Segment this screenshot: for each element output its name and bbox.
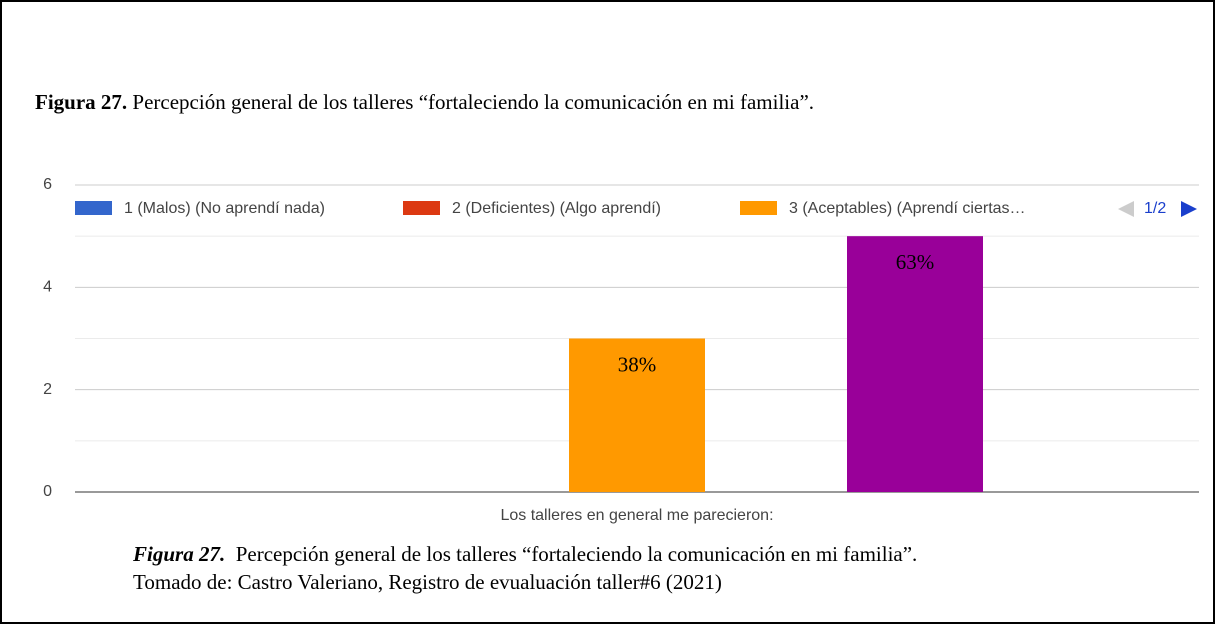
- legend-swatch: [740, 201, 777, 215]
- bar: [847, 236, 983, 492]
- caption-label: Figura 27.: [133, 542, 226, 566]
- figure-heading: Figura 27. Percepción general de los tal…: [35, 90, 814, 115]
- caption-source: Tomado de: Castro Valeriano, Registro de…: [133, 570, 722, 594]
- legend-swatch: [403, 201, 440, 215]
- caption-line: Figura 27. Percepción general de los tal…: [133, 542, 917, 567]
- legend-label: 1 (Malos) (No aprendí nada): [124, 200, 325, 217]
- legend-label: 3 (Aceptables) (Aprendí ciertas…: [789, 200, 1026, 217]
- legend-label: 2 (Deficientes) (Algo aprendí): [452, 200, 661, 217]
- figure-label: Figura 27.: [35, 90, 128, 114]
- legend-prev: [1118, 201, 1134, 217]
- legend-next[interactable]: [1181, 201, 1197, 217]
- y-tick-label: 6: [43, 176, 52, 193]
- y-tick-label: 4: [43, 279, 52, 296]
- bar: [569, 338, 705, 492]
- figure-title: Percepción general de los talleres “fort…: [132, 90, 815, 114]
- y-tick-label: 2: [43, 381, 52, 398]
- legend-page: 1/2: [1144, 200, 1166, 217]
- y-tick-label: 0: [43, 483, 52, 500]
- caption-text: Percepción general de los talleres “fort…: [235, 542, 918, 566]
- data-label: 63%: [896, 250, 935, 274]
- legend-swatch: [75, 201, 112, 215]
- data-label: 38%: [618, 352, 657, 376]
- x-axis-label: Los talleres en general me parecieron:: [500, 507, 773, 524]
